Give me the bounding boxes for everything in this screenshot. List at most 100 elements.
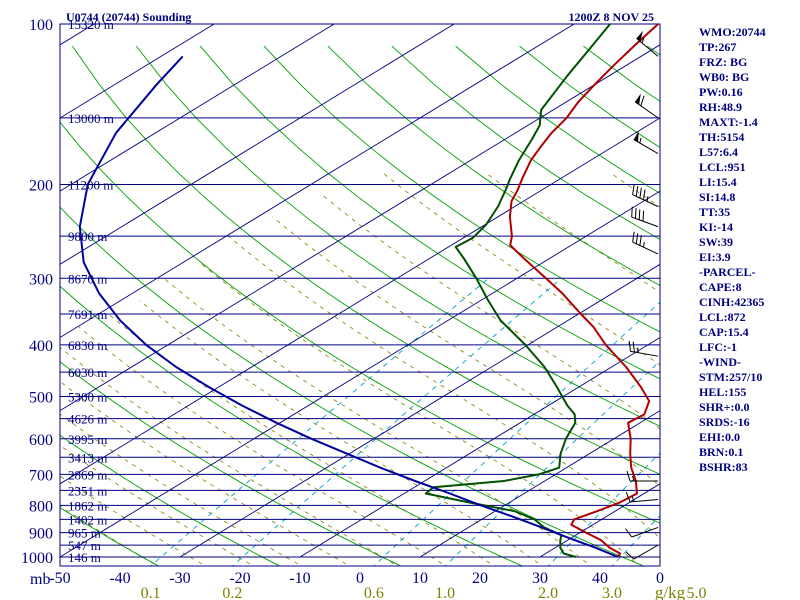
temperature-tick-label: -20 [229,570,250,587]
dewpoint-profile-line [424,24,611,558]
height-label: 4626 m [68,412,107,427]
wind-barb-flag [635,93,641,105]
index-value: -WIND- [699,355,741,369]
index-value: L57:6.4 [699,145,738,159]
moist-adiabat-lines [60,172,800,569]
chart-titles: U0744 (20744) Sounding 1200Z 8 NOV 25 [66,10,654,24]
wind-barb [632,231,659,255]
pressure-tick-label: 700 [29,467,53,484]
wind-barb-feather [628,340,631,352]
index-value: BRN:0.1 [699,445,743,459]
wind-barb [634,93,659,119]
isotherm-line [419,410,660,558]
parcel-profile-line [78,55,619,558]
wind-barb-half-feather [632,475,635,482]
wind-barb-feather [638,209,641,220]
height-label: 3413 m [68,450,107,465]
mixing-ratio-labels: 0.10.20.61.02.03.05.010.020.040.0 [141,585,707,600]
wind-barb [632,184,659,207]
dry-adiabat-line [199,45,660,380]
index-value: LCL:951 [699,160,746,174]
moist-adiabat-line [78,326,447,566]
sounding-profiles [78,24,659,558]
height-label: 146 m [68,550,101,565]
temperature-tick-label: 20 [472,570,488,587]
wind-barb-feather [625,551,635,560]
pressure-unit-label: mb [30,571,50,588]
wind-barb-flag [636,30,643,42]
dry-adiabat-line [327,45,660,287]
wind-barb-feather [625,492,631,503]
wind-barb [625,526,659,538]
dry-adiabat-line [60,507,160,566]
mixing-ratio-line [231,277,562,566]
dry-adiabat-line [60,434,281,566]
temperature-tick-label: 30 [532,570,548,587]
wind-barb-staff [632,241,659,255]
isotherm-line [60,24,335,192]
index-value: EI:3.9 [699,250,731,264]
wind-barb-feather [639,235,642,246]
isotherm-line [60,44,660,412]
mixing-ratio-label: 0.1 [141,585,161,600]
temperature-axis-labels: -50 -40 -30 -20 -10 0 10 20 30 40 0 [49,570,664,587]
wind-barb-half-feather [646,196,649,202]
pressure-tick-label: 600 [29,432,53,449]
plot-background-grid [0,23,800,569]
pressure-tick-label: 100 [29,17,53,34]
wind-barb-half-feather [643,241,645,248]
wind-barb-feather [632,184,635,195]
wind-barb-feather [625,528,633,538]
temperature-tick-label: -10 [289,570,310,587]
mixing-ratio-label: 5.0 [686,585,706,600]
isotherm-line [60,190,660,558]
pressure-axis-labels: 100 200 300 400 500 600 700 800 900 1000 [21,17,53,567]
height-label: 965 m [68,526,101,541]
height-label: 13000 m [68,111,114,126]
index-value: TT:35 [699,205,730,219]
mixing-ratio-line [373,301,660,566]
temperature-tick-label: 40 [592,570,608,587]
height-label: 7691 m [68,307,107,322]
dry-adiabat-line [0,46,41,568]
index-value: SW:39 [699,235,733,249]
index-value: LI:15.4 [699,175,737,189]
wind-barb [633,130,659,154]
index-value: WMO:20744 [699,25,766,39]
dry-adiabat-line [60,206,645,566]
wind-barbs [625,30,659,560]
height-label: 11200 m [68,177,113,192]
wind-barb-feather [635,233,639,244]
wind-barb-feather [643,189,646,200]
wind-barb-feather [640,95,645,106]
wind-barb-staff [630,350,659,357]
wind-barb [631,206,659,228]
wind-barb-staff [632,194,659,207]
moist-adiabat-line [758,173,800,569]
mixing-ratio-label: 1.0 [435,585,455,600]
isotherm-line [60,24,575,339]
mixing-ratio-unit-label: g/kg [655,583,686,600]
pressure-tick-label: 200 [29,177,53,194]
index-value: CINH:42365 [699,295,764,309]
height-label: 547 m [68,538,101,553]
mixing-ratio-lines [150,277,660,566]
mixing-ratio-label: 3.0 [602,585,622,600]
index-value: CAPE:8 [699,280,742,294]
index-value: TP:267 [699,40,736,54]
height-labels: 15320 m 13000 m 11200 m 9800 m 8670 m 7691 m 6… [68,17,114,565]
wind-barb-half-feather [639,137,642,144]
dry-adiabat-line [775,46,800,568]
pressure-tick-label: 400 [29,338,53,355]
wind-barb [625,492,659,503]
index-value: BSHR:83 [699,460,748,474]
index-value: MAXT:-1.4 [699,115,758,129]
height-label: 1862 m [68,498,107,513]
index-value: CAP:15.4 [699,325,749,339]
wind-barb [636,30,659,57]
wind-barb-staff [633,139,659,154]
height-label: 2869 m [68,467,107,482]
wind-barb-feather [626,470,631,482]
isobar-lines [60,23,660,558]
isotherm-line [299,336,660,558]
